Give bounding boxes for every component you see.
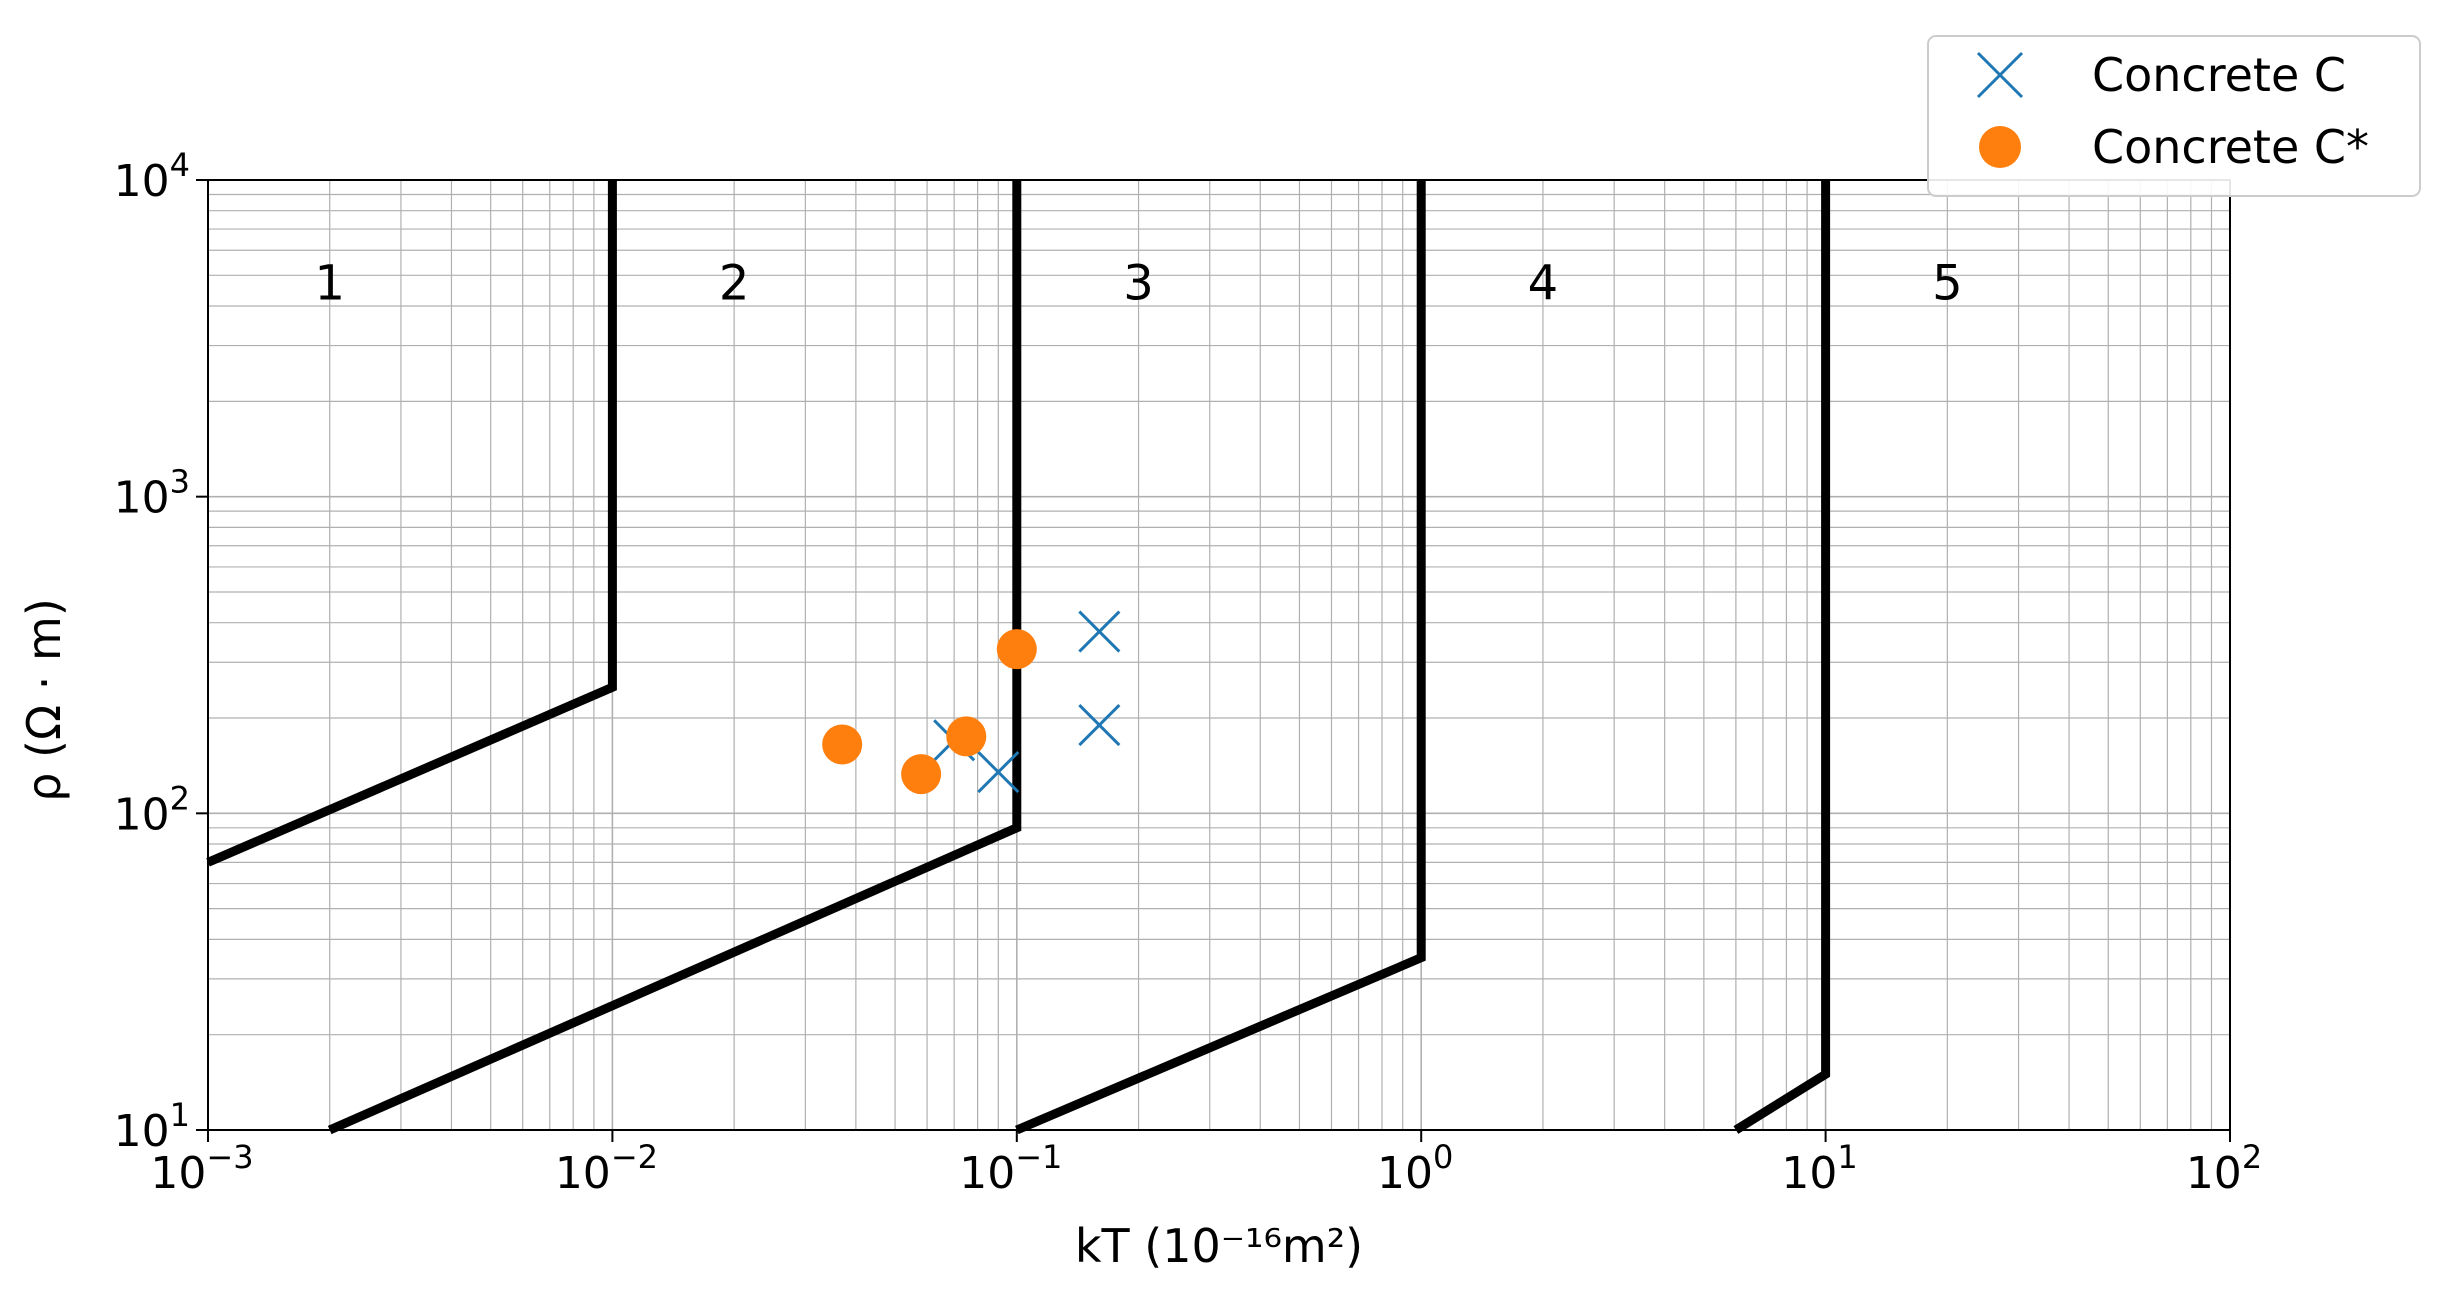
legend-circle-icon	[1979, 126, 2021, 168]
x-tick-label: 102	[2186, 1138, 2262, 1199]
legend-label: Concrete C*	[2092, 120, 2369, 174]
zone-label: 5	[1932, 255, 1963, 311]
y-tick-label: 104	[114, 146, 190, 207]
y-tick-label: 102	[114, 779, 190, 840]
zone-label: 3	[1123, 255, 1154, 311]
concrete-c-star-point	[996, 629, 1037, 670]
zone-boundary-line-4	[1733, 180, 1831, 1134]
legend-label: Concrete C	[2092, 48, 2346, 102]
y-tick-label: 103	[114, 463, 190, 524]
x-marker-stroke	[977, 751, 1020, 794]
concrete-c-point	[977, 751, 1020, 794]
grid	[208, 180, 2230, 1130]
zone-boundary-line-3	[1015, 180, 1426, 1135]
data-points	[822, 610, 1121, 795]
concrete-c-point	[1078, 610, 1121, 653]
x-tick-label: 100	[1377, 1138, 1453, 1199]
concrete-c-star-point	[946, 716, 987, 757]
concrete-c-point	[1078, 704, 1121, 747]
legend-x-icon	[1976, 51, 2024, 99]
legend: Concrete C Concrete C*	[1927, 35, 2421, 197]
x-tick-label: 10−1	[959, 1138, 1062, 1199]
x-marker-stroke	[1078, 704, 1121, 747]
region-labels: 1 2 3 4 5	[314, 255, 1962, 311]
x-tick-label: 10−2	[555, 1138, 658, 1199]
x-tick-label: 10−3	[150, 1138, 253, 1199]
x-tick-label: 101	[1781, 1138, 1857, 1199]
zone-label: 1	[314, 255, 345, 311]
concrete-c-star-point	[901, 754, 942, 795]
zone-boundary-line-1	[206, 180, 617, 867]
concrete-c-star-point	[822, 724, 863, 765]
y-axis-label: ρ (Ω · m)	[17, 598, 71, 802]
x-marker-stroke	[1078, 610, 1121, 653]
zone-label: 2	[719, 255, 750, 311]
axis-ticks: 10−3 10−2 10−1 100 101 102 101 102 103 104	[114, 146, 2263, 1199]
y-tick-label: 101	[114, 1096, 190, 1157]
legend-frame	[1927, 35, 2421, 197]
zone-boundary-line-2	[327, 180, 1022, 1135]
zone-label: 4	[1528, 255, 1559, 311]
x-axis-label: kT (10⁻¹⁶m²)	[1075, 1219, 1363, 1273]
zone-boundaries	[206, 180, 1831, 1135]
plot-frame	[207, 179, 2231, 1131]
